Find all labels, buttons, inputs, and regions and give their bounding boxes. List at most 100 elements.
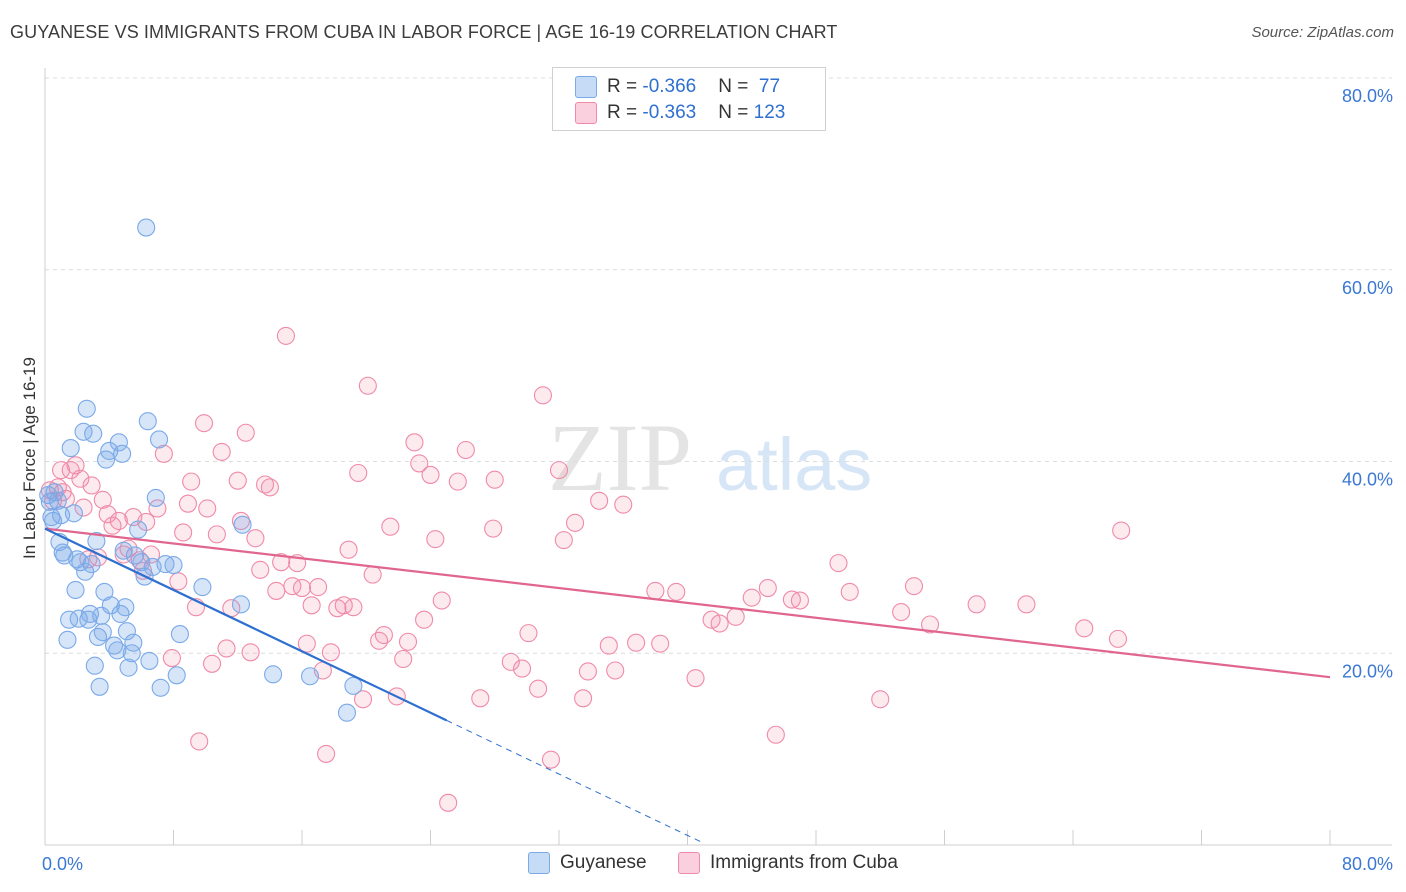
point-cuba bbox=[726, 607, 745, 626]
y-tick-label: 60.0% bbox=[1342, 278, 1393, 298]
point-cuba bbox=[432, 591, 451, 610]
point-cuba bbox=[554, 531, 573, 550]
point-cuba bbox=[272, 553, 291, 572]
point-cuba bbox=[321, 643, 340, 662]
point-cuba bbox=[363, 565, 382, 584]
point-cuba bbox=[217, 639, 236, 658]
point-cuba bbox=[415, 610, 434, 629]
watermark-zip: ZIP bbox=[548, 404, 692, 511]
point-cuba bbox=[758, 579, 777, 598]
point-cuba bbox=[374, 625, 393, 645]
point-cuba bbox=[599, 636, 618, 655]
point-cuba bbox=[353, 690, 373, 709]
point-guyanese bbox=[167, 666, 186, 685]
point-cuba bbox=[190, 732, 209, 751]
point-cuba bbox=[228, 471, 247, 490]
point-guyanese bbox=[140, 651, 159, 670]
point-cuba bbox=[370, 631, 389, 650]
point-cuba bbox=[267, 581, 286, 600]
point-cuba bbox=[410, 454, 429, 473]
point-guyanese bbox=[164, 555, 183, 575]
legend-label-cuba: Immigrants from Cuba bbox=[710, 852, 898, 874]
point-cuba bbox=[260, 478, 279, 497]
point-cuba bbox=[904, 577, 924, 596]
point-cuba bbox=[578, 662, 597, 681]
point-cuba bbox=[309, 578, 328, 597]
point-cuba bbox=[297, 634, 316, 653]
n-value: 123 bbox=[753, 102, 786, 124]
point-cuba bbox=[405, 433, 424, 452]
point-guyanese bbox=[151, 678, 170, 697]
point-cuba bbox=[566, 513, 585, 532]
n-label: N = bbox=[718, 102, 754, 124]
legend-item-guyanese[interactable]: Guyanese bbox=[528, 852, 647, 874]
point-guyanese bbox=[108, 641, 127, 660]
legend-row-cuba: R = -0.363 N = 123 bbox=[575, 102, 785, 126]
point-cuba bbox=[194, 414, 214, 433]
trendline-guyanese bbox=[44, 527, 448, 722]
point-cuba bbox=[426, 530, 445, 549]
point-cuba bbox=[207, 525, 226, 544]
point-cuba bbox=[82, 476, 101, 495]
point-cuba bbox=[398, 632, 418, 651]
point-cuba bbox=[448, 472, 467, 491]
point-cuba bbox=[154, 444, 173, 463]
point-guyanese bbox=[60, 610, 79, 629]
point-cuba bbox=[256, 475, 275, 494]
point-cuba bbox=[667, 582, 686, 601]
point-guyanese bbox=[61, 439, 80, 458]
point-cuba bbox=[381, 517, 400, 536]
r-label: R = bbox=[607, 76, 643, 98]
r-value: -0.366 bbox=[642, 76, 697, 98]
point-cuba bbox=[74, 498, 93, 517]
point-guyanese bbox=[132, 553, 151, 572]
legend-item-cuba[interactable]: Immigrants from Cuba bbox=[678, 852, 898, 874]
x-tick-label-min: 0.0% bbox=[42, 854, 83, 874]
point-guyanese bbox=[138, 412, 157, 431]
legend-label-guyanese: Guyanese bbox=[560, 852, 647, 874]
point-cuba bbox=[651, 634, 670, 653]
point-cuba bbox=[840, 582, 859, 601]
point-guyanese bbox=[109, 433, 128, 452]
point-guyanese bbox=[125, 546, 144, 565]
point-guyanese bbox=[149, 430, 169, 449]
legend-swatch-cuba bbox=[678, 852, 700, 874]
point-cuba bbox=[339, 540, 358, 559]
point-cuba bbox=[829, 554, 848, 573]
n-label: N = bbox=[718, 76, 754, 98]
point-guyanese bbox=[93, 623, 112, 642]
point-cuba bbox=[574, 689, 593, 708]
point-cuba bbox=[549, 461, 569, 480]
y-tick-label: 80.0% bbox=[1342, 86, 1393, 106]
point-cuba bbox=[241, 643, 260, 662]
point-cuba bbox=[967, 595, 986, 614]
point-cuba bbox=[590, 491, 609, 510]
point-cuba bbox=[276, 326, 295, 345]
point-guyanese bbox=[69, 609, 88, 628]
point-cuba bbox=[1075, 619, 1094, 638]
point-cuba bbox=[614, 495, 633, 514]
point-cuba bbox=[541, 750, 561, 769]
point-cuba bbox=[484, 519, 503, 538]
point-cuba bbox=[421, 465, 440, 484]
point-cuba bbox=[169, 572, 188, 591]
point-cuba bbox=[1108, 629, 1128, 648]
point-cuba bbox=[162, 648, 181, 668]
point-cuba bbox=[66, 456, 85, 475]
point-guyanese bbox=[337, 703, 357, 722]
point-guyanese bbox=[117, 622, 136, 641]
n-value: 77 bbox=[753, 76, 781, 98]
point-cuba bbox=[317, 744, 336, 763]
point-cuba bbox=[606, 661, 625, 680]
point-cuba bbox=[627, 633, 646, 652]
point-guyanese bbox=[87, 532, 106, 551]
point-cuba bbox=[513, 659, 532, 678]
point-cuba bbox=[766, 725, 785, 744]
point-guyanese bbox=[71, 553, 90, 572]
point-guyanese bbox=[344, 676, 363, 695]
point-guyanese bbox=[300, 667, 320, 686]
point-cuba bbox=[344, 598, 363, 617]
point-cuba bbox=[251, 560, 270, 579]
point-cuba bbox=[456, 440, 475, 460]
point-cuba bbox=[485, 470, 504, 489]
